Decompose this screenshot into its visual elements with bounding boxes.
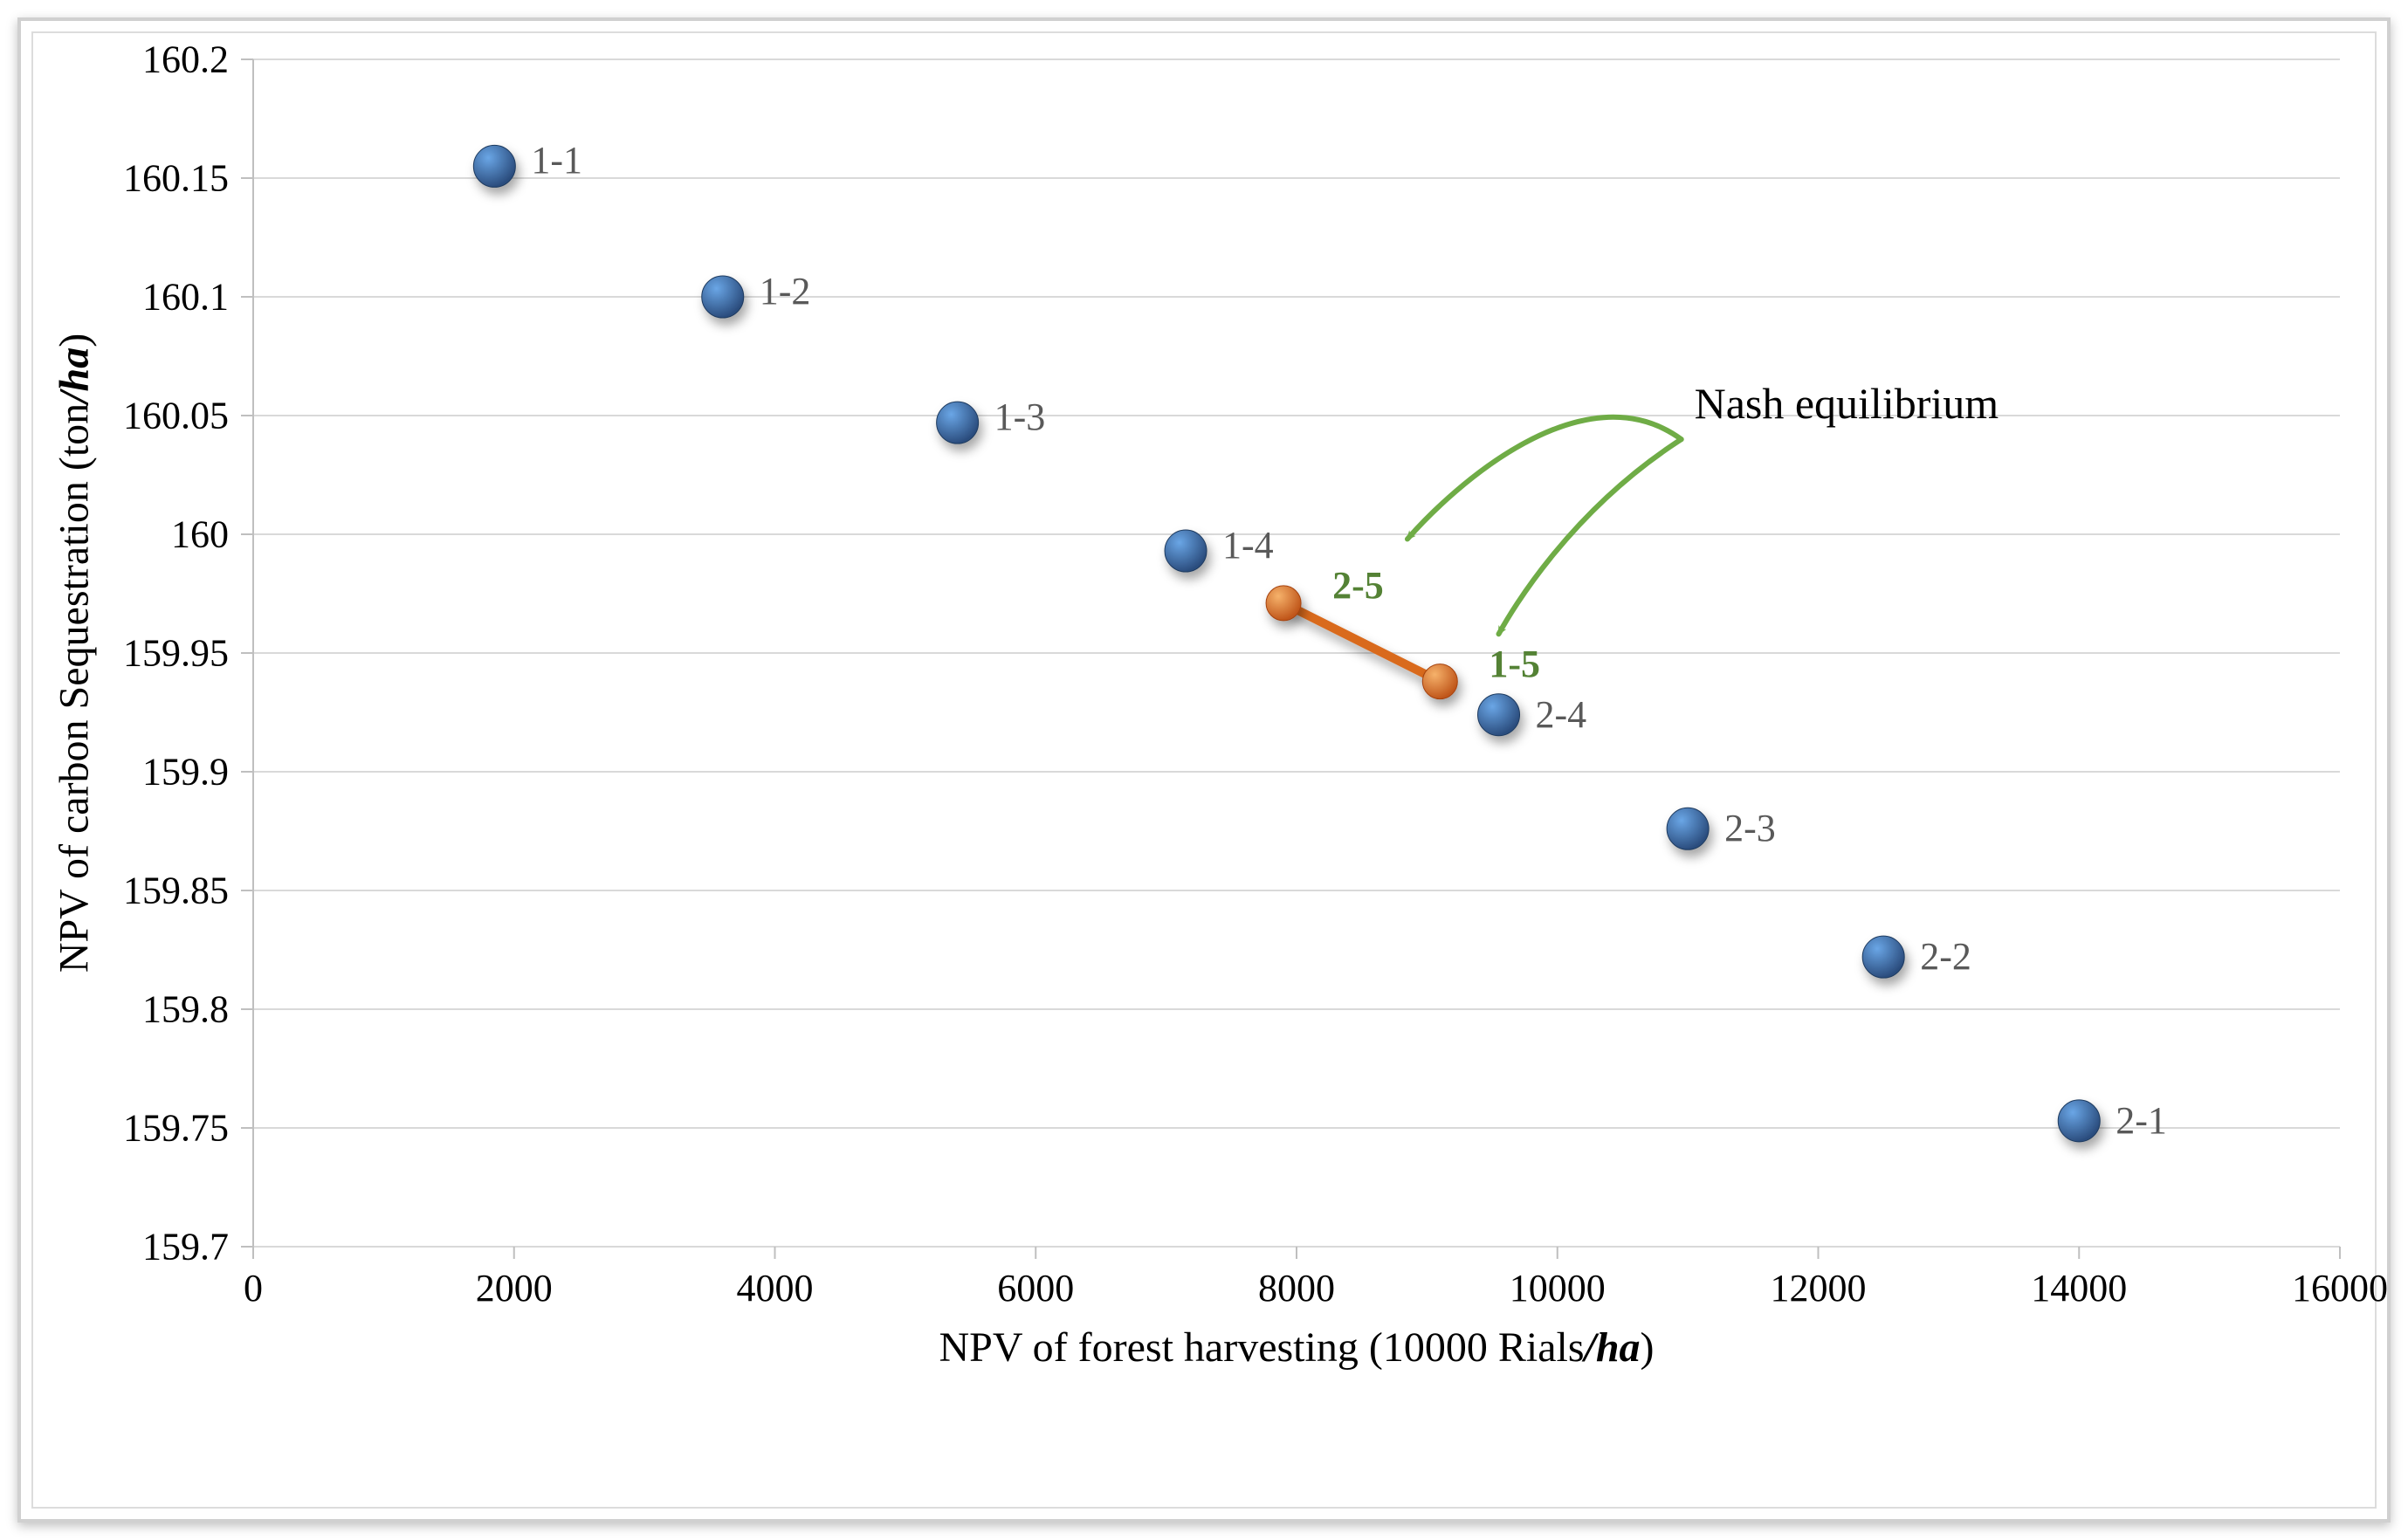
nash-equilibrium-label: Nash equilibrium: [1695, 378, 1999, 429]
nash-point-label: 2-5: [1332, 563, 1384, 608]
y-axis-title-prefix: NPV of carbon Sequestration (ton: [52, 403, 98, 973]
x-tick-label: 6000: [997, 1266, 1074, 1310]
y-tick-label: 160.2: [142, 38, 229, 82]
y-tick-label: 160: [171, 512, 229, 557]
data-point-label: 1-1: [531, 138, 582, 182]
data-point-label: 2-4: [1536, 692, 1587, 737]
y-tick-label: 159.7: [142, 1225, 229, 1269]
nash-arrows: [1407, 417, 1682, 634]
x-tick-label: 12000: [1771, 1266, 1867, 1310]
x-axis-title: NPV of forest harvesting (10000 Rials/ha…: [939, 1323, 1654, 1372]
orange-connector: [1283, 603, 1440, 682]
x-tick-label: 16000: [2292, 1266, 2388, 1310]
blue-points: [473, 145, 2100, 1141]
y-tick-label: 159.95: [123, 631, 229, 676]
x-tick-label: 0: [244, 1266, 263, 1310]
y-tick-label: 159.9: [142, 750, 229, 794]
y-axis-title-italic: /ha: [52, 347, 98, 403]
x-axis-title-suffix: ): [1641, 1324, 1655, 1371]
data-point-label: 2-2: [1920, 934, 1971, 979]
plot-area: [253, 59, 2340, 1247]
y-tick-label: 159.8: [142, 987, 229, 1032]
nash-point-label: 1-5: [1489, 642, 1540, 686]
y-axis-title: NPV of carbon Sequestration (ton/ha): [51, 333, 99, 973]
y-axis-title-suffix: ): [52, 333, 98, 347]
data-point-label: 2-3: [1724, 806, 1776, 850]
x-tick-label: 4000: [737, 1266, 814, 1310]
data-point-label: 1-2: [760, 269, 811, 313]
data-point-label: 1-3: [994, 395, 1046, 439]
x-tick-label: 8000: [1258, 1266, 1335, 1310]
x-axis-title-italic: /ha: [1585, 1324, 1641, 1371]
y-tick-label: 159.75: [123, 1106, 229, 1151]
y-tick-label: 160.05: [123, 394, 229, 438]
x-axis-title-prefix: NPV of forest harvesting (10000 Rials: [939, 1324, 1584, 1371]
data-point-label: 2-1: [2116, 1098, 2167, 1143]
x-tick-label: 2000: [476, 1266, 553, 1310]
y-tick-label: 160.1: [142, 275, 229, 320]
y-tick-label: 159.85: [123, 869, 229, 913]
data-point-label: 1-4: [1222, 523, 1274, 567]
y-tick-label: 160.15: [123, 156, 229, 201]
gridlines: [241, 59, 2340, 1259]
x-tick-label: 10000: [1510, 1266, 1606, 1310]
x-tick-label: 14000: [2031, 1266, 2127, 1310]
plot-svg: [253, 59, 2340, 1247]
